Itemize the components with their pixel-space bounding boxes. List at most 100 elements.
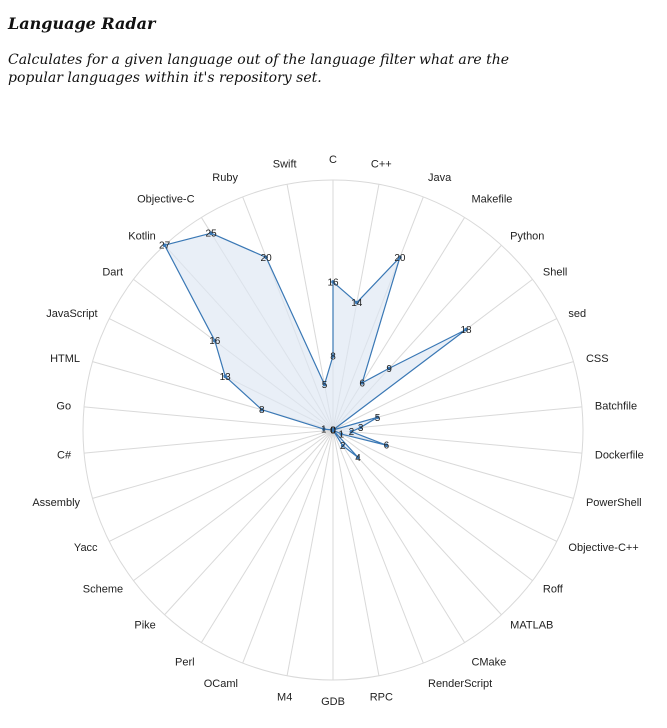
value-label: 1 (321, 425, 327, 436)
value-label: 3 (358, 423, 364, 434)
value-label: 16 (209, 336, 221, 347)
value-label: 0 (330, 426, 336, 437)
axis-label-scheme: Scheme (83, 583, 123, 595)
value-label: 6 (384, 441, 390, 452)
radar-point (349, 429, 354, 434)
axis-label-matlab: MATLAB (510, 619, 553, 631)
axis-label-dockerfile: Dockerfile (595, 449, 644, 461)
radar-point (213, 338, 217, 343)
axis-label-shell: Shell (543, 267, 567, 279)
axis-label-ruby: Ruby (212, 172, 238, 184)
value-label: 18 (460, 325, 472, 336)
value-label: 8 (330, 351, 336, 362)
radar-point (358, 425, 363, 430)
axis-label-roff: Roff (543, 583, 564, 595)
radar-point (360, 381, 365, 385)
value-label: 0 (330, 426, 336, 437)
radar-point (209, 231, 213, 235)
radar-point (322, 427, 326, 431)
axis-label-makefile: Makefile (471, 193, 512, 205)
radar-spoke (332, 429, 502, 616)
radar-spoke (84, 429, 334, 454)
value-label: 0 (330, 426, 336, 437)
axis-label-python: Python (510, 231, 544, 243)
radar-spoke (242, 429, 334, 664)
axis-label-html: HTML (50, 353, 80, 365)
value-label: 27 (159, 241, 171, 252)
axis-label-objective-c: Objective-C (137, 193, 195, 205)
radar-point (260, 407, 264, 412)
axis-label-assembly: Assembly (32, 497, 80, 509)
axis-label-javascript: JavaScript (46, 308, 97, 320)
radar-point (384, 443, 389, 448)
page-subtitle: Calculates for a given language out of t… (8, 52, 510, 86)
radar-spoke (332, 429, 380, 676)
radar-point (387, 366, 391, 371)
value-label: 1 (339, 430, 345, 441)
axis-label-perl: Perl (175, 657, 195, 669)
radar-series-area (164, 232, 467, 458)
value-label: 6 (359, 378, 365, 389)
radar-spoke (332, 318, 558, 431)
value-label: 4 (355, 453, 361, 464)
radar-spoke (332, 429, 533, 582)
radar-point (331, 280, 335, 284)
radar-spoke (332, 429, 582, 454)
radar-point (339, 432, 344, 436)
axis-label-swift: Swift (273, 158, 297, 170)
value-label: 2 (349, 427, 355, 438)
value-label: 0 (330, 426, 336, 437)
axis-label-go: Go (56, 401, 71, 413)
radar-spoke (332, 406, 582, 431)
value-label: 25 (206, 229, 218, 240)
axis-label-java: Java (428, 172, 452, 184)
value-label: 14 (351, 298, 363, 309)
radar-spoke (286, 429, 334, 676)
radar-point (355, 300, 359, 305)
radar-point (162, 243, 167, 247)
value-label: 8 (259, 405, 265, 416)
radar-spoke (84, 406, 334, 431)
axis-label-ocaml: OCaml (204, 678, 238, 690)
axis-label-c-: C# (57, 449, 72, 461)
value-label: 0 (330, 426, 336, 437)
radar-point (398, 255, 402, 260)
radar-spoke (92, 429, 334, 499)
value-label: 5 (375, 413, 381, 424)
value-label: 20 (261, 253, 273, 264)
axis-label-m4: M4 (277, 692, 292, 704)
value-label: 0 (330, 426, 336, 437)
axis-label-dart: Dart (102, 267, 123, 279)
radar-point (356, 455, 360, 460)
axis-label-kotlin: Kotlin (128, 231, 156, 243)
axis-label-gdb: GDB (321, 696, 345, 708)
radar-point (340, 443, 345, 448)
axis-label-css: CSS (586, 353, 609, 365)
radar-point (375, 415, 380, 420)
value-label: 5 (322, 380, 328, 391)
value-label: 20 (394, 253, 406, 264)
axis-label-pike: Pike (134, 619, 155, 631)
radar-point (322, 382, 327, 387)
value-label: 0 (330, 426, 336, 437)
axis-label-powershell: PowerShell (586, 497, 642, 509)
value-label: 0 (330, 426, 336, 437)
value-label: 16 (327, 277, 339, 288)
axis-label-yacc: Yacc (74, 542, 98, 554)
radar-point (223, 374, 227, 379)
axis-label-c-: C++ (371, 158, 392, 170)
radar-spoke (108, 429, 334, 542)
axis-label-cmake: CMake (471, 657, 506, 669)
radar-point (331, 354, 335, 358)
value-label: 0 (330, 426, 336, 437)
value-label: 0 (330, 426, 336, 437)
axis-label-rpc: RPC (370, 692, 393, 704)
value-label: 0 (330, 426, 336, 437)
axis-label-renderscript: RenderScript (428, 678, 492, 690)
radar-point (264, 255, 268, 260)
radar-spoke (133, 429, 334, 582)
value-label: 0 (330, 426, 336, 437)
radar-spoke (332, 429, 424, 664)
radar-point (464, 327, 468, 332)
